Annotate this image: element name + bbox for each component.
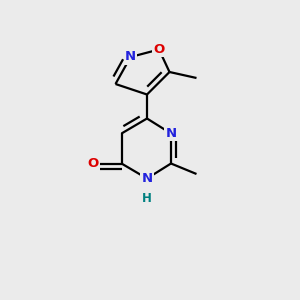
- Text: N: N: [141, 172, 153, 185]
- Text: O: O: [87, 157, 99, 170]
- Text: H: H: [142, 191, 152, 205]
- Text: O: O: [153, 43, 165, 56]
- Text: N: N: [165, 127, 177, 140]
- Text: N: N: [125, 50, 136, 64]
